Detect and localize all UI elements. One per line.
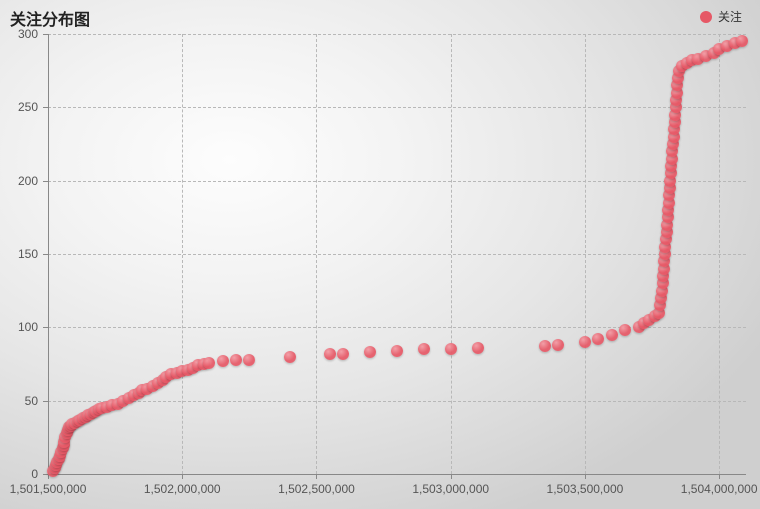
y-axis-line xyxy=(48,34,49,474)
scatter-point xyxy=(337,348,349,360)
legend-swatch xyxy=(700,11,712,23)
xtick-label: 1,503,500,000 xyxy=(547,482,624,496)
scatter-point xyxy=(284,351,296,363)
gridline-v xyxy=(719,34,720,474)
xtick-label: 1,504,000,000 xyxy=(681,482,758,496)
plot-area: 0501001502002503001,501,500,0001,502,000… xyxy=(48,34,746,474)
scatter-point xyxy=(736,35,748,47)
gridline-v xyxy=(182,34,183,474)
gridline-h xyxy=(48,181,746,182)
scatter-point xyxy=(445,343,457,355)
ytick-label: 200 xyxy=(18,174,38,188)
legend-label: 关注 xyxy=(718,8,742,25)
ytick-label: 100 xyxy=(18,320,38,334)
gridline-h xyxy=(48,107,746,108)
scatter-point xyxy=(324,348,336,360)
gridline-h xyxy=(48,254,746,255)
ytick-label: 300 xyxy=(18,27,38,41)
scatter-point xyxy=(619,324,631,336)
scatter-point xyxy=(243,354,255,366)
gridline-v xyxy=(316,34,317,474)
scatter-point xyxy=(203,357,215,369)
ytick-label: 0 xyxy=(31,467,38,481)
scatter-point xyxy=(552,339,564,351)
scatter-point xyxy=(592,333,604,345)
ytick-label: 150 xyxy=(18,247,38,261)
x-axis-line xyxy=(48,474,746,475)
scatter-point xyxy=(472,342,484,354)
scatter-point xyxy=(539,340,551,352)
xtick-label: 1,502,500,000 xyxy=(278,482,355,496)
xtick-label: 1,503,000,000 xyxy=(412,482,489,496)
ytick-label: 250 xyxy=(18,100,38,114)
scatter-point xyxy=(364,346,376,358)
xtick-label: 1,502,000,000 xyxy=(144,482,221,496)
chart-container: 关注分布图 关注 0501001502002503001,501,500,000… xyxy=(0,0,760,509)
scatter-point xyxy=(230,354,242,366)
scatter-point xyxy=(606,329,618,341)
gridline-v xyxy=(585,34,586,474)
scatter-point xyxy=(391,345,403,357)
ytick-label: 50 xyxy=(25,394,38,408)
gridline-h xyxy=(48,34,746,35)
scatter-point xyxy=(579,336,591,348)
gridline-v xyxy=(451,34,452,474)
gridline-h xyxy=(48,401,746,402)
xtick-label: 1,501,500,000 xyxy=(10,482,87,496)
legend: 关注 xyxy=(700,8,742,25)
scatter-point xyxy=(418,343,430,355)
scatter-point xyxy=(217,355,229,367)
